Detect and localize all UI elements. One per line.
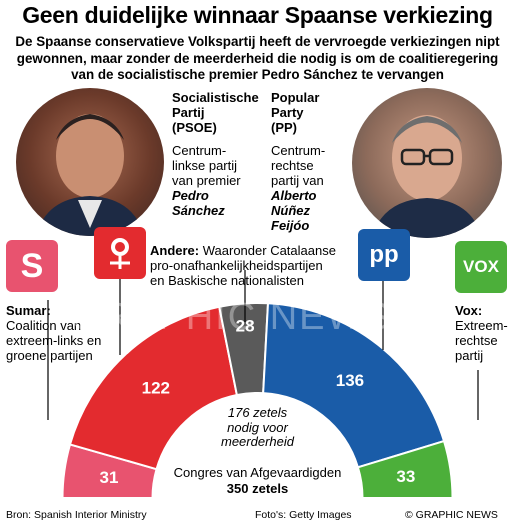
pp-name: Popular Party (PP) (271, 90, 325, 135)
page-title: Geen duidelijke winnaar Spaanse verkiezi… (22, 2, 493, 28)
subtitle-line: De Spaanse conservatieve Volkspartij hee… (15, 34, 500, 49)
andere-name: Andere: (150, 243, 200, 258)
sumar-name: Sumar: (6, 303, 51, 318)
majority-line: 176 zetels (227, 405, 288, 420)
pp-logo-text: pp (369, 241, 399, 268)
seat-segment-pp (262, 302, 446, 469)
pp-name-line: Party (271, 105, 304, 120)
vox-desc: Extreem- (455, 318, 508, 333)
psoe-desc-line: van premier (172, 173, 241, 188)
psoe-description: Centrum- linkse partij van premier Pedro… (172, 143, 259, 218)
copyright: © GRAPHIC NEWS (405, 509, 498, 521)
total-seats: 350 zetels (226, 481, 289, 496)
vox-label: Vox: Extreem- rechtse partij (455, 303, 508, 363)
psoe-name-line: (PSOE) (172, 120, 217, 135)
majority-note: 176 zetels nodig voor meerderheid (170, 405, 345, 450)
sumar-desc: extreem-links en (6, 333, 102, 348)
andere-desc: en Baskische nationalisten (150, 273, 304, 288)
seat-value-label: 122 (142, 379, 170, 398)
seat-segment-psoe (68, 305, 239, 471)
psoe-desc-line: linkse partij (172, 158, 238, 173)
pp-leader: Núñez (271, 203, 310, 218)
vox-logo: VOX (455, 241, 507, 293)
chamber-name: Congres van Afgevaardigden (173, 465, 342, 480)
person-icon (36, 114, 144, 236)
pp-info: Popular Party (PP) Centrum- rechtse part… (271, 90, 325, 233)
psoe-leader: Sánchez (172, 203, 225, 218)
pp-name-line: Popular (271, 90, 320, 105)
pp-name-line: (PP) (271, 120, 297, 135)
sanchez-photo (16, 88, 164, 236)
vox-desc: partij (455, 348, 484, 363)
psoe-logo (94, 227, 146, 279)
seat-value-label: 28 (236, 316, 255, 335)
seat-value-label: 33 (396, 467, 415, 486)
psoe-info: Socialistische Partij (PSOE) Centrum- li… (172, 90, 259, 218)
majority-line: meerderheid (221, 434, 294, 449)
psoe-name: Socialistische Partij (PSOE) (172, 90, 259, 135)
photo-credit: Foto's: Getty Images (255, 509, 352, 521)
psoe-leader: Pedro (172, 188, 209, 203)
andere-desc: pro-onafhankelijkheidspartijen (150, 258, 323, 273)
pp-logo: pp (358, 229, 410, 281)
seat-value-label: 136 (336, 371, 364, 390)
sumar-desc: Coalition van (6, 318, 82, 333)
sumar-label: Sumar: Coalition van extreem-links en gr… (6, 303, 101, 363)
watermark: GRAPHIC NEWS (70, 296, 392, 338)
psoe-name-line: Socialistische (172, 90, 259, 105)
subtitle-line: van de socialistische premier Pedro Sánc… (71, 67, 444, 82)
feijoo-photo (352, 88, 502, 238)
pp-leader: Feijóo (271, 218, 310, 233)
subtitle-line: gewonnen, maar zonder de meerderheid die… (16, 50, 499, 66)
psoe-name-line: Partij (172, 105, 205, 120)
pp-leader: Alberto (271, 188, 317, 203)
vox-desc: rechtse (455, 333, 498, 348)
sumar-logo: S (6, 240, 58, 292)
pp-desc-line: partij van (271, 173, 324, 188)
vox-logo-text: VOX (463, 257, 499, 276)
andere-label: Andere: Waaronder Catalaanse pro-onafhan… (150, 243, 390, 288)
baseline-mask (0, 498, 515, 528)
majority-line: nodig voor (227, 419, 288, 435)
vox-name: Vox: (455, 303, 483, 318)
rose-icon (110, 238, 130, 269)
seat-value-label: 31 (99, 468, 118, 487)
pp-desc-line: rechtse (271, 158, 314, 173)
sumar-desc: groene partijen (6, 348, 93, 363)
pp-desc-line: Centrum- (271, 143, 326, 158)
psoe-desc-line: Centrum- (172, 143, 227, 158)
sumar-logo-text: S (20, 246, 44, 285)
congress-caption: Congres van Afgevaardigden 350 zetels (150, 465, 365, 497)
andere-desc: Waaronder Catalaanse (202, 243, 336, 258)
source-note: Bron: Spanish Interior Ministry (6, 509, 147, 521)
person-icon (372, 115, 482, 238)
pp-description: Centrum- rechtse partij van Alberto Núñe… (271, 143, 325, 233)
subtitle: De Spaanse conservatieve Volkspartij hee… (0, 34, 515, 84)
